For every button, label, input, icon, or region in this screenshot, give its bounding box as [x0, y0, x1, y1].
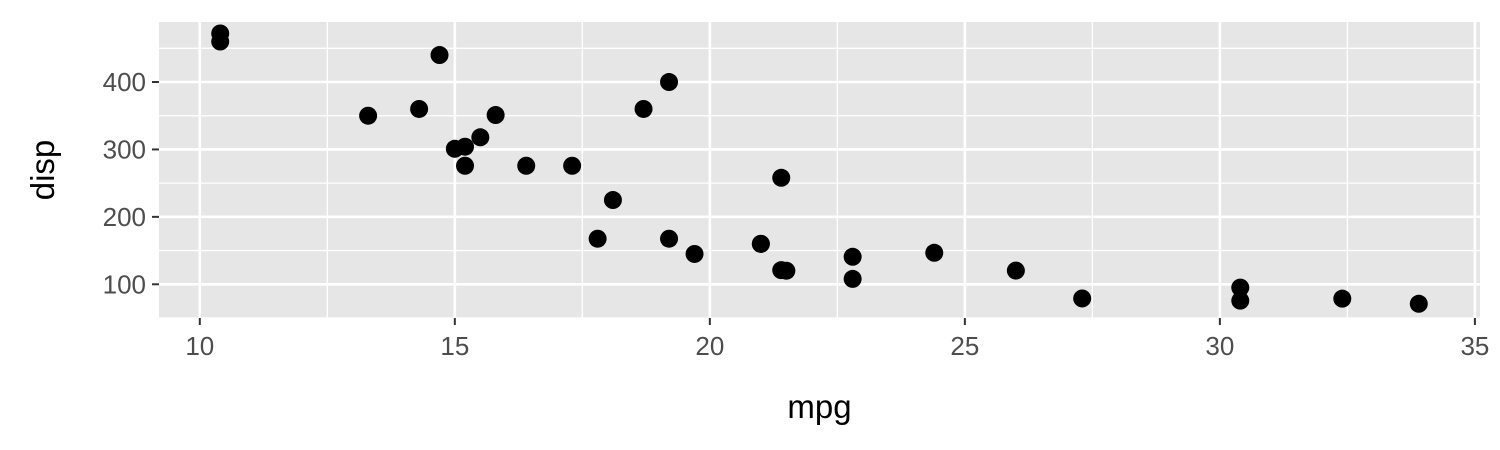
data-point: [430, 46, 449, 65]
y-axis-ticks: 100 200 300 400: [103, 67, 159, 299]
data-point: [843, 269, 862, 288]
y-axis-title: disp: [24, 140, 61, 201]
y-tick-label: 400: [103, 67, 146, 97]
data-point: [588, 229, 607, 248]
data-point: [843, 247, 862, 266]
data-point: [772, 168, 791, 187]
data-point: [660, 229, 679, 248]
y-tick-label: 200: [103, 202, 146, 232]
data-point: [471, 128, 490, 147]
data-point: [445, 139, 464, 158]
data-point: [211, 32, 230, 51]
x-tick-label: 30: [1205, 331, 1234, 361]
x-tick-label: 25: [950, 331, 979, 361]
x-axis-ticks: 10 15 20 25 30 35: [185, 318, 1489, 361]
y-tick-label: 300: [103, 134, 146, 164]
data-point: [1231, 278, 1250, 297]
data-point: [410, 99, 429, 118]
data-point: [517, 156, 536, 175]
data-point: [751, 234, 770, 253]
data-point: [563, 156, 582, 175]
data-point: [456, 156, 475, 175]
x-tick-label: 20: [695, 331, 724, 361]
data-point: [486, 106, 505, 125]
minor-gridlines: [159, 22, 1480, 319]
data-point: [1231, 291, 1250, 310]
major-gridlines: [159, 22, 1480, 318]
data-point: [1006, 261, 1025, 280]
data-point: [1073, 289, 1092, 308]
data-point: [359, 106, 378, 125]
data-point: [772, 261, 791, 280]
data-point: [634, 99, 653, 118]
data-point: [925, 243, 944, 262]
data-point: [603, 191, 622, 210]
x-tick-label: 15: [440, 331, 469, 361]
x-tick-label: 10: [185, 331, 214, 361]
x-axis-title: mpg: [787, 388, 851, 425]
x-tick-label: 35: [1460, 331, 1489, 361]
plot-panel: [159, 22, 1480, 318]
y-tick-label: 100: [103, 269, 146, 299]
data-point: [685, 244, 704, 263]
data-point: [660, 73, 679, 92]
data-points: [211, 24, 1428, 313]
data-point: [1409, 294, 1428, 313]
data-point: [1333, 289, 1352, 308]
